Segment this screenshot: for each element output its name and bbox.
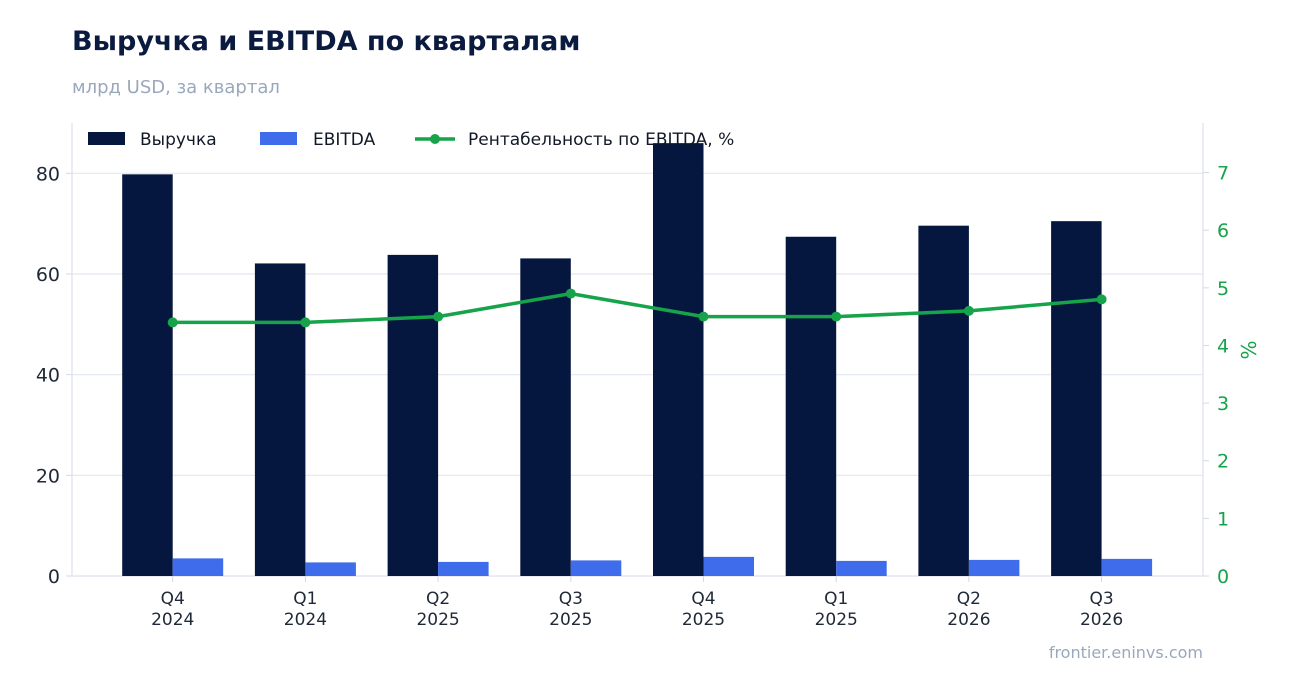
bar-ebitda bbox=[836, 560, 887, 576]
y-right-tick-label: 7 bbox=[1217, 163, 1229, 185]
legend-swatch-revenue bbox=[88, 132, 125, 145]
y-right-tick-label: 0 bbox=[1217, 566, 1229, 588]
bar-revenue bbox=[387, 254, 439, 576]
x-tick-label-year: 2025 bbox=[549, 610, 592, 630]
bar-ebitda bbox=[438, 561, 489, 576]
point-ebitda-margin bbox=[831, 311, 842, 322]
y-right-tick-label: 2 bbox=[1217, 451, 1229, 473]
bar-revenue bbox=[1051, 221, 1102, 576]
legend-label-margin: Рентабельность по EBITDA, % bbox=[468, 130, 734, 150]
point-ebitda-margin bbox=[433, 311, 444, 322]
point-ebitda-margin bbox=[565, 288, 576, 299]
x-tick-label-quarter: Q4 bbox=[691, 589, 715, 609]
x-tick-label-year: 2024 bbox=[151, 610, 194, 630]
x-tick-label-year: 2026 bbox=[947, 610, 990, 630]
x-tick-label-year: 2025 bbox=[416, 610, 459, 630]
point-ebitda-margin bbox=[963, 305, 974, 316]
x-tick-label-year: 2026 bbox=[1080, 610, 1123, 630]
x-tick-label-quarter: Q3 bbox=[559, 589, 583, 609]
legend-swatch-margin-marker bbox=[430, 134, 440, 144]
bar-ebitda bbox=[172, 558, 224, 576]
line-ebitda-margin bbox=[172, 291, 1102, 325]
y-right-tick-label: 6 bbox=[1217, 220, 1229, 242]
point-ebitda-margin bbox=[1096, 294, 1107, 305]
y-left-tick-label: 80 bbox=[36, 163, 60, 185]
bar-revenue bbox=[122, 174, 173, 576]
x-tick-label-year: 2025 bbox=[682, 610, 725, 630]
x-tick-label-quarter: Q3 bbox=[1089, 589, 1113, 609]
x-tick-label-quarter: Q2 bbox=[426, 589, 450, 609]
point-ebitda-margin bbox=[300, 317, 311, 328]
bar-revenue bbox=[785, 236, 837, 576]
x-tick-label-quarter: Q1 bbox=[293, 589, 317, 609]
bar-ebitda bbox=[570, 560, 622, 576]
y-left-tick-label: 40 bbox=[36, 365, 60, 387]
chart-subtitle: млрд USD, за квартал bbox=[72, 77, 280, 98]
bar-revenue bbox=[520, 258, 571, 576]
source-watermark: frontier.eninvs.com bbox=[1048, 643, 1203, 662]
bar-ebitda bbox=[703, 556, 754, 576]
y-left-tick-label: 60 bbox=[36, 264, 60, 286]
bar-ebitda bbox=[968, 559, 1020, 576]
legend-swatch-ebitda bbox=[260, 132, 297, 145]
point-ebitda-margin bbox=[698, 311, 709, 322]
y-right-tick-label: 3 bbox=[1217, 393, 1229, 415]
y-right-tick-label: 4 bbox=[1217, 335, 1229, 357]
legend-label-ebitda: EBITDA bbox=[313, 130, 376, 150]
legend-label-revenue: Выручка bbox=[140, 130, 217, 150]
y-right-tick-label: 5 bbox=[1217, 278, 1229, 300]
y-left-tick-label: 20 bbox=[36, 465, 60, 487]
bar-revenue bbox=[653, 143, 704, 576]
bar-ebitda bbox=[305, 562, 356, 576]
chart-title: Выручка и EBITDA по кварталам bbox=[72, 26, 581, 57]
y-right-tick-label: 1 bbox=[1217, 508, 1229, 530]
x-tick-label-year: 2024 bbox=[284, 610, 327, 630]
bar-revenue bbox=[918, 225, 969, 576]
x-tick-label-year: 2025 bbox=[815, 610, 858, 630]
bar-revenue bbox=[254, 263, 306, 576]
y-right-axis-label: % bbox=[1237, 340, 1261, 359]
point-ebitda-margin bbox=[167, 317, 178, 328]
x-tick-label-quarter: Q2 bbox=[957, 589, 981, 609]
bar-ebitda bbox=[1101, 558, 1153, 576]
x-tick-label-quarter: Q4 bbox=[161, 589, 185, 609]
y-left-tick-label: 0 bbox=[48, 566, 60, 588]
x-tick-label-quarter: Q1 bbox=[824, 589, 848, 609]
